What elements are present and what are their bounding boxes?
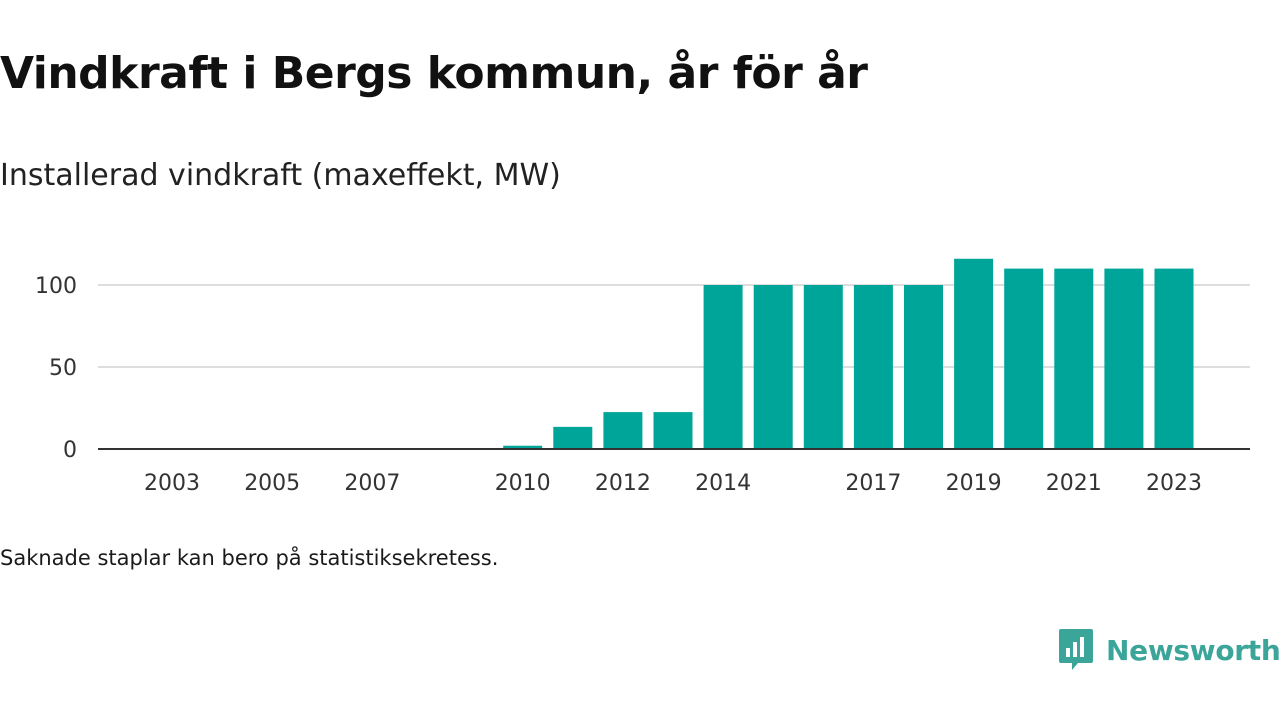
bar	[1104, 268, 1144, 449]
bar	[954, 258, 994, 449]
bar	[803, 285, 843, 449]
x-tick-label: 2003	[144, 471, 200, 496]
bar	[653, 412, 693, 449]
x-tick-label: 2007	[344, 471, 400, 496]
y-tick-label: 0	[63, 438, 77, 463]
footnote: Saknade staplar kan bero på statistiksek…	[0, 546, 499, 570]
brand-name: Newsworthy	[1106, 633, 1280, 667]
x-tick-label: 2017	[845, 471, 901, 496]
x-tick-label: 2023	[1146, 471, 1202, 496]
bar	[603, 412, 643, 449]
bar	[904, 285, 943, 449]
bar	[753, 285, 793, 449]
bar	[853, 285, 893, 449]
bar	[553, 426, 593, 449]
bar	[1054, 268, 1094, 449]
x-tick-label: 2019	[946, 471, 1002, 496]
bar-chart: 0 50 100 2003 2005 2007 2010 2012 2014 2017 2019 20…	[35, 258, 1250, 496]
x-tick-label: 2021	[1046, 471, 1102, 496]
x-tick-label: 2005	[244, 471, 300, 496]
bar	[503, 445, 543, 449]
y-tick-label: 50	[49, 356, 77, 381]
chart-title: Vindkraft i Bergs kommun, år för år	[0, 48, 868, 99]
y-tick-label: 100	[35, 274, 77, 299]
x-tick-label: 2012	[595, 471, 651, 496]
x-tick-label: 2014	[695, 471, 751, 496]
x-tick-label: 2010	[495, 471, 551, 496]
chart-bubble-icon	[1059, 629, 1093, 670]
newsworthy-logo: Newsworthy	[1058, 628, 1280, 672]
bar	[1154, 268, 1194, 449]
bar	[703, 285, 743, 449]
bar	[1004, 268, 1044, 449]
chart-subtitle: Installerad vindkraft (maxeffekt, MW)	[0, 158, 561, 193]
